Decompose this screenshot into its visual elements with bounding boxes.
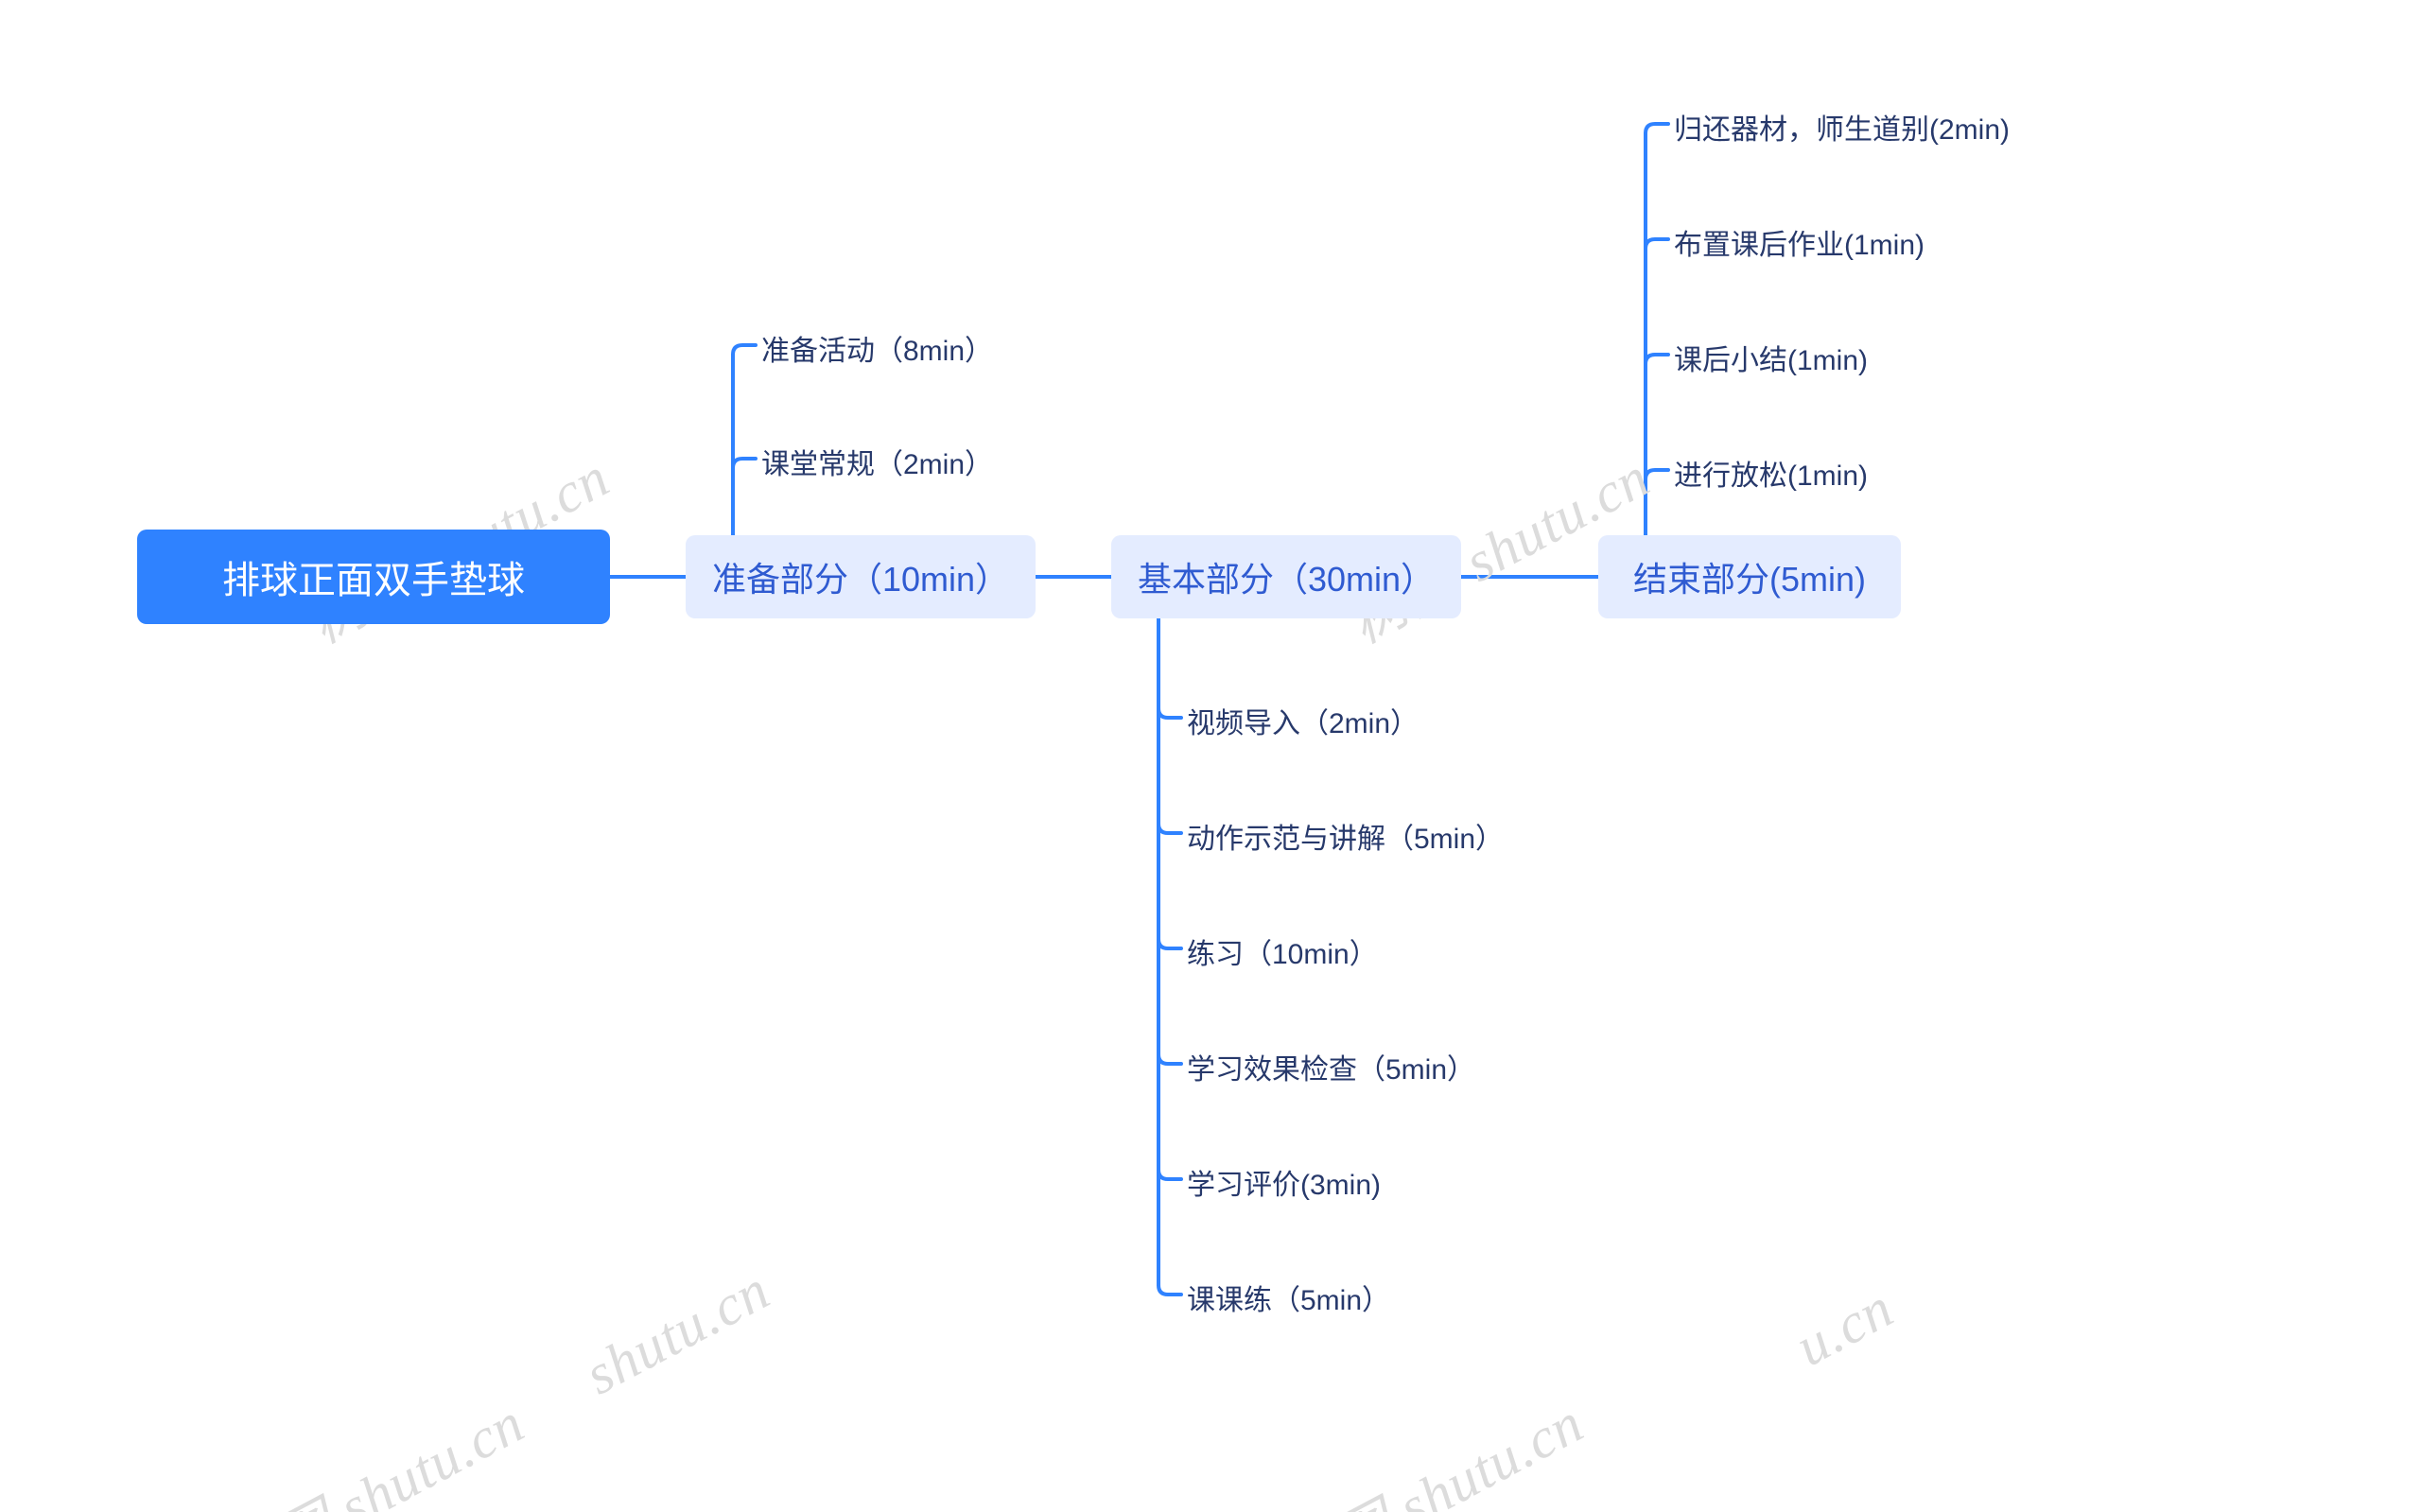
watermark: 树图 shutu.cn <box>1266 1378 1595 1512</box>
watermark: shutu.cn <box>575 1258 781 1408</box>
leaf-node[interactable]: 课后小结(1min) <box>1674 337 1868 378</box>
leaf-node[interactable]: 课课练（5min） <box>1187 1277 1390 1318</box>
leaf-node[interactable]: 布置课后作业(1min) <box>1674 221 1925 263</box>
leaf-node[interactable]: 进行放松(1min) <box>1674 452 1868 494</box>
section-node[interactable]: 结束部分(5min) <box>1598 535 1901 618</box>
leaf-node[interactable]: 课堂常规（2min） <box>761 441 993 482</box>
leaf-node[interactable]: 准备活动（8min） <box>761 327 993 369</box>
section-node[interactable]: 准备部分（10min） <box>686 535 1036 618</box>
root-node[interactable]: 排球正面双手垫球 <box>137 530 610 624</box>
leaf-node[interactable]: 视频导入（2min） <box>1187 700 1419 741</box>
leaf-node[interactable]: 练习（10min） <box>1187 930 1378 972</box>
watermark: u.cn <box>1785 1275 1905 1380</box>
watermark: 树图 shutu.cn <box>207 1378 536 1512</box>
section-node[interactable]: 基本部分（30min） <box>1111 535 1461 618</box>
leaf-node[interactable]: 学习效果检查（5min） <box>1187 1046 1475 1087</box>
leaf-node[interactable]: 归还器材，师生道别(2min) <box>1674 106 2010 148</box>
leaf-node[interactable]: 学习评价(3min) <box>1187 1161 1381 1203</box>
mindmap-canvas: 树图 shutu.cn树图 shutu.cnshutu.cn树图 shutu.c… <box>0 0 2421 1512</box>
leaf-node[interactable]: 动作示范与讲解（5min） <box>1187 815 1504 857</box>
